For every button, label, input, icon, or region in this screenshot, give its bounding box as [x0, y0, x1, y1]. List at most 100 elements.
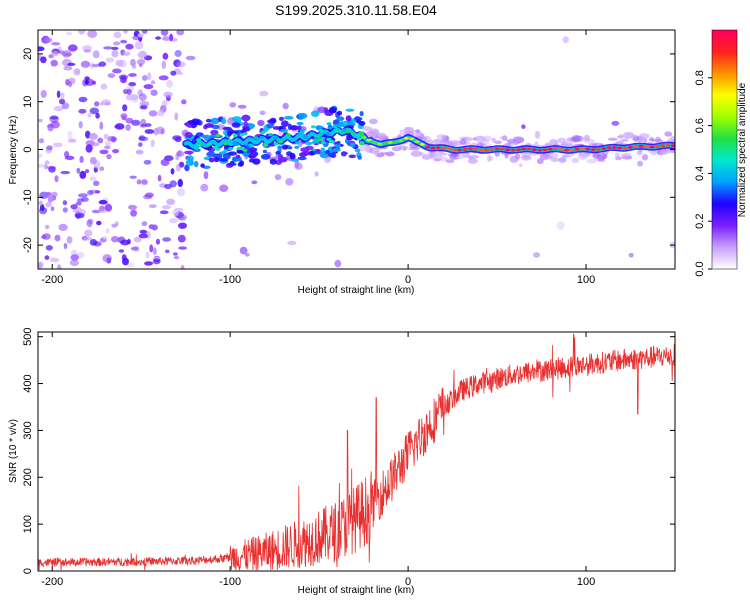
- ridge-cell: [277, 145, 283, 149]
- spectrogram-cell: [257, 119, 265, 127]
- spectrogram-cell: [64, 151, 70, 158]
- spectrogram-cell: [200, 163, 205, 168]
- spectrogram-cell: [210, 117, 220, 125]
- spectrogram-cell: [328, 106, 337, 114]
- spectrogram-cell: [239, 246, 248, 255]
- spectrogram-cell: [226, 162, 237, 166]
- spectrogram-cell: [87, 30, 98, 38]
- ridge-cell: [300, 128, 306, 132]
- ridge-cell: [595, 148, 602, 151]
- spectrogram-cell: [185, 159, 194, 167]
- spectrogram-cell: [178, 222, 187, 229]
- y-tick-label: 100: [22, 515, 34, 533]
- spectrogram-cell: [141, 221, 148, 227]
- spectrogram-cell: [305, 145, 314, 151]
- spectrogram-cell: [648, 138, 655, 142]
- spectrogram-cell: [88, 189, 99, 194]
- spectrogram-cell: [237, 104, 247, 109]
- ridge-cell: [419, 143, 425, 146]
- ridge-cell: [278, 140, 284, 144]
- spectrogram-cell: [50, 59, 58, 67]
- spectrogram-cell: [291, 158, 299, 162]
- spectrogram-cell: [304, 141, 313, 146]
- spectrogram-cell: [125, 124, 131, 131]
- spectrogram-cell: [79, 155, 84, 164]
- spectrogram-cell: [294, 160, 300, 169]
- ridge-cell: [563, 148, 570, 152]
- ridge-cell: [326, 122, 332, 126]
- spectrogram-cell: [139, 101, 150, 107]
- ridge-cell: [403, 137, 409, 140]
- spectrogram-cell: [236, 149, 245, 154]
- x-tick-label: -200: [41, 274, 63, 286]
- spectrogram-cell: [432, 151, 444, 156]
- spectrogram-cell: [61, 102, 70, 110]
- spectrogram-cell: [120, 39, 128, 44]
- spectrogram-cell: [57, 264, 62, 269]
- spectrogram-cell: [166, 79, 173, 88]
- spectrogram-cell: [144, 129, 155, 134]
- spectrogram-cell: [169, 218, 179, 224]
- spectrogram-cell: [245, 252, 250, 257]
- spectrogram-cell: [608, 137, 618, 141]
- spectrogram-cell: [583, 134, 591, 142]
- ridge-cell: [215, 133, 221, 138]
- spectrogram-cell: [83, 49, 92, 53]
- spectrogram-cell: [67, 131, 73, 140]
- spectrogram-cell: [289, 125, 299, 131]
- spectrogram-cell: [128, 204, 137, 210]
- spectrogram-cell: [181, 99, 187, 105]
- spectrogram-cell: [556, 137, 567, 144]
- spectrogram-cell: [285, 178, 294, 186]
- spectrogram-cell: [571, 135, 582, 142]
- spectrogram-cell: [86, 219, 93, 227]
- spectrogram-cell: [410, 150, 422, 157]
- spectrogram-cell: [95, 112, 100, 119]
- spectrogram-cell: [556, 221, 565, 230]
- spectrogram-cell: [87, 190, 94, 196]
- spectrogram-cell: [159, 210, 169, 215]
- ridge-cell: [311, 140, 317, 144]
- spectrogram-cell: [103, 46, 113, 50]
- spectrogram-cell: [475, 136, 487, 143]
- spectrogram-cell: [80, 60, 91, 68]
- spectrogram-cell: [38, 46, 45, 52]
- spectrogram-cells: [38, 30, 675, 269]
- ridge-cell: [531, 148, 538, 152]
- spectrogram-cell: [259, 110, 266, 116]
- spectrogram-cell: [38, 200, 43, 206]
- y-tick-label: 300: [22, 421, 34, 439]
- spectrogram-cell: [172, 135, 182, 141]
- ridge-cell: [451, 148, 457, 152]
- spectrogram-cell: [84, 76, 90, 81]
- spectrogram-cell: [38, 261, 44, 269]
- ridge-cell: [263, 143, 269, 147]
- spectrogram-cell: [602, 155, 607, 159]
- spectrogram-cell: [60, 170, 71, 175]
- spectrogram-cell: [436, 134, 447, 139]
- ridge-cell: [352, 132, 357, 137]
- spectrogram-cell: [340, 151, 347, 157]
- spectrogram-cell: [125, 43, 134, 50]
- spectrogram-cell: [298, 112, 308, 119]
- spectrogram-cell: [512, 136, 519, 144]
- spectrogram-cell: [38, 118, 43, 123]
- spectrogram-cell: [62, 207, 68, 213]
- spectrogram-cell: [445, 159, 455, 164]
- spectrogram-cell: [70, 204, 78, 210]
- spectrogram-cell: [99, 102, 105, 106]
- spectrogram-cell: [184, 164, 190, 172]
- spectrogram-cell: [141, 179, 148, 185]
- spectrogram-cell: [266, 123, 274, 129]
- spectrogram-cell: [249, 148, 256, 153]
- spectrogram-cell: [210, 129, 219, 136]
- ridge-cell: [579, 147, 586, 151]
- ridge-cell: [654, 145, 660, 149]
- ridge-cell: [617, 146, 623, 150]
- ridge-cell: [295, 141, 301, 145]
- spectrogram-cell: [87, 112, 92, 118]
- spectrogram-cell: [219, 184, 229, 192]
- spectrogram-cell: [164, 249, 170, 254]
- spectrogram-cell: [544, 142, 551, 147]
- spectrogram-cell: [137, 33, 144, 38]
